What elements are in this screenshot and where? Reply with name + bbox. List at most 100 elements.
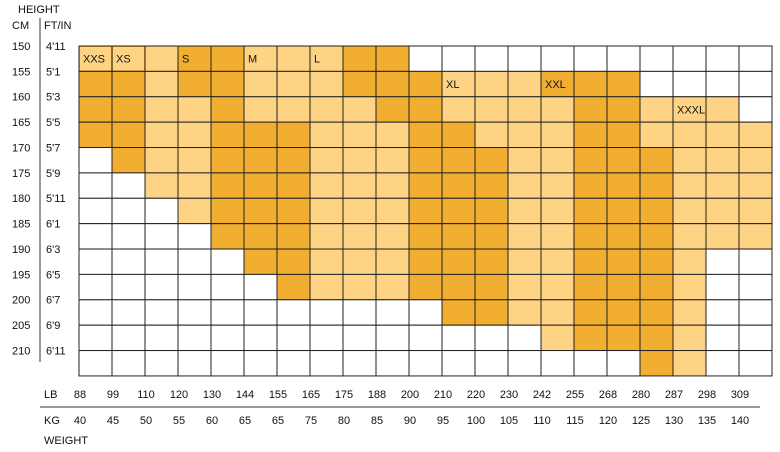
size-label: S — [182, 54, 189, 66]
kg-value: 125 — [632, 415, 650, 427]
size-box — [113, 47, 144, 71]
grid-cell — [342, 172, 377, 199]
grid-cell — [606, 350, 641, 377]
grid-cell — [705, 147, 740, 174]
grid-cell — [672, 350, 707, 377]
lb-value: 188 — [368, 389, 386, 401]
grid-cell — [705, 248, 740, 275]
grid-cell — [210, 70, 245, 98]
grid-cell — [606, 45, 641, 72]
kg-value: 80 — [338, 415, 350, 427]
grid-cell — [507, 248, 542, 275]
ftin-value: 5'9 — [46, 168, 60, 180]
size-label: XS — [116, 54, 131, 66]
grid-cell — [177, 324, 212, 352]
grid-cell — [573, 324, 608, 352]
cm-value: 155 — [12, 66, 30, 78]
grid-cell — [177, 96, 212, 123]
lb-value: 280 — [632, 389, 650, 401]
grid-cell — [210, 324, 245, 352]
lb-label: LB — [44, 389, 57, 401]
grid-cell — [474, 70, 509, 98]
grid-cell — [441, 299, 476, 326]
grid-cell — [573, 299, 608, 326]
grid-cell — [111, 70, 146, 98]
grid-cell — [672, 299, 707, 326]
grid-cell — [342, 45, 377, 72]
grid-cell — [639, 350, 674, 377]
grid-cell — [144, 350, 179, 377]
kg-value: 60 — [206, 415, 218, 427]
lb-value: 200 — [401, 389, 419, 401]
grid-cell — [276, 70, 311, 98]
grid-cell — [705, 197, 740, 225]
grid-cell — [738, 45, 773, 72]
grid-cell — [738, 96, 773, 123]
grid-cell — [474, 96, 509, 123]
grid-cell — [738, 121, 773, 149]
grid-cell — [276, 96, 311, 123]
ftin-label: FT/IN — [44, 20, 72, 32]
grid-cell — [342, 70, 377, 98]
grid-cell — [243, 147, 278, 174]
grid-cell — [111, 324, 146, 352]
grid-cell — [441, 248, 476, 275]
grid-cell — [276, 147, 311, 174]
grid-cell — [243, 248, 278, 275]
lb-value: 220 — [467, 389, 485, 401]
grid-cell — [474, 45, 509, 72]
size-box — [245, 47, 276, 71]
grid-cell — [639, 96, 674, 123]
lb-value: 120 — [170, 389, 188, 401]
grid-cell — [738, 70, 773, 98]
grid-cell — [210, 223, 245, 250]
grid-cell — [573, 350, 608, 377]
grid-cell — [639, 248, 674, 275]
grid-cell — [408, 70, 443, 98]
grid-cell — [78, 248, 113, 275]
grid-cell — [243, 324, 278, 352]
grid-cell — [606, 96, 641, 123]
grid-cell — [573, 248, 608, 275]
size-box — [674, 97, 705, 122]
grid-cell — [210, 299, 245, 326]
weight-label: WEIGHT — [44, 435, 88, 447]
grid-cell — [705, 70, 740, 98]
grid-cell — [78, 273, 113, 301]
grid-cell — [111, 248, 146, 275]
kg-value: 100 — [467, 415, 485, 427]
grid-cell — [276, 273, 311, 301]
grid-cell — [375, 299, 410, 326]
lb-value: 242 — [533, 389, 551, 401]
grid-cell — [705, 45, 740, 72]
grid-cell — [177, 70, 212, 98]
size-label: XXXL — [677, 104, 705, 116]
grid-cell — [540, 324, 575, 352]
grid-cell — [441, 121, 476, 149]
ftin-value: 6'9 — [46, 320, 60, 332]
cm-value: 210 — [12, 345, 30, 357]
size-box — [179, 47, 210, 71]
grid-cell — [507, 350, 542, 377]
grid-cell — [738, 324, 773, 352]
grid-cell — [111, 273, 146, 301]
grid-cell — [540, 45, 575, 72]
ftin-value: 6'3 — [46, 244, 60, 256]
grid-cell — [639, 70, 674, 98]
grid-cell — [441, 172, 476, 199]
grid-cell — [672, 223, 707, 250]
grid-cell — [177, 248, 212, 275]
ftin-value: 5'3 — [46, 92, 60, 104]
grid-cell — [606, 223, 641, 250]
grid-cell — [474, 197, 509, 225]
grid-cell — [738, 248, 773, 275]
grid-cell — [507, 223, 542, 250]
grid-cell — [408, 96, 443, 123]
grid-cell — [276, 197, 311, 225]
size-box — [311, 47, 342, 71]
grid-cell — [342, 350, 377, 377]
grid-cell — [375, 324, 410, 352]
kg-value: 65 — [272, 415, 284, 427]
grid-cell — [441, 324, 476, 352]
grid-cell — [672, 121, 707, 149]
